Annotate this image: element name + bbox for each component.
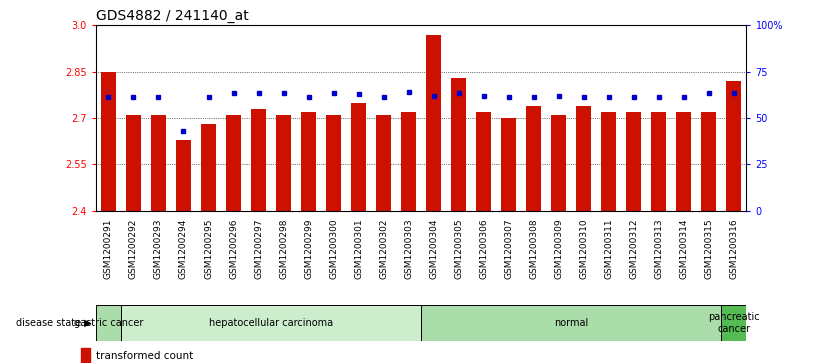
Text: disease state ▶: disease state ▶ <box>16 318 92 328</box>
Text: GDS4882 / 241140_at: GDS4882 / 241140_at <box>96 9 249 23</box>
Bar <box>81 348 90 363</box>
Text: GSM1200293: GSM1200293 <box>154 219 163 279</box>
Text: GSM1200296: GSM1200296 <box>229 219 238 279</box>
Text: pancreatic
cancer: pancreatic cancer <box>708 312 760 334</box>
Bar <box>626 112 641 211</box>
Bar <box>676 112 691 211</box>
Text: GSM1200312: GSM1200312 <box>630 219 638 279</box>
Bar <box>426 34 441 211</box>
Text: GSM1200310: GSM1200310 <box>580 219 588 280</box>
Bar <box>476 112 491 211</box>
Text: GSM1200308: GSM1200308 <box>530 219 538 280</box>
Bar <box>551 115 566 211</box>
Text: hepatocellular carcinoma: hepatocellular carcinoma <box>209 318 333 328</box>
Bar <box>121 305 421 341</box>
Text: GSM1200294: GSM1200294 <box>179 219 188 279</box>
Text: GSM1200316: GSM1200316 <box>730 219 738 280</box>
Bar <box>176 139 191 211</box>
Text: GSM1200303: GSM1200303 <box>404 219 413 280</box>
Text: GSM1200295: GSM1200295 <box>204 219 213 279</box>
Text: GSM1200297: GSM1200297 <box>254 219 263 279</box>
Bar <box>301 112 316 211</box>
Bar <box>151 115 166 211</box>
Bar <box>451 78 466 211</box>
Bar <box>126 115 141 211</box>
Bar <box>251 109 266 211</box>
Text: GSM1200304: GSM1200304 <box>430 219 438 279</box>
Bar <box>701 112 716 211</box>
Text: gastric cancer: gastric cancer <box>73 318 143 328</box>
Bar <box>326 115 341 211</box>
Bar <box>376 115 391 211</box>
Text: GSM1200292: GSM1200292 <box>129 219 138 279</box>
Bar <box>601 112 616 211</box>
Bar <box>276 115 291 211</box>
Bar <box>226 115 241 211</box>
Text: GSM1200291: GSM1200291 <box>104 219 113 279</box>
Bar <box>501 118 516 211</box>
Text: GSM1200311: GSM1200311 <box>605 219 613 280</box>
Text: GSM1200309: GSM1200309 <box>555 219 563 280</box>
Text: GSM1200305: GSM1200305 <box>455 219 463 280</box>
Text: GSM1200299: GSM1200299 <box>304 219 313 279</box>
Bar <box>576 106 591 211</box>
Text: transformed count: transformed count <box>96 351 193 361</box>
Bar <box>401 112 416 211</box>
Text: normal: normal <box>554 318 589 328</box>
Bar <box>726 81 741 211</box>
Text: GSM1200301: GSM1200301 <box>354 219 363 280</box>
Text: GSM1200314: GSM1200314 <box>680 219 688 279</box>
Bar <box>201 124 216 211</box>
Bar <box>421 305 721 341</box>
Bar <box>721 305 746 341</box>
Text: GSM1200300: GSM1200300 <box>329 219 338 280</box>
Bar <box>651 112 666 211</box>
Text: GSM1200307: GSM1200307 <box>505 219 513 280</box>
Bar <box>351 102 366 211</box>
Text: GSM1200306: GSM1200306 <box>480 219 488 280</box>
Text: GSM1200313: GSM1200313 <box>655 219 663 280</box>
Text: GSM1200315: GSM1200315 <box>705 219 713 280</box>
Bar <box>526 106 541 211</box>
Bar <box>96 305 121 341</box>
Text: GSM1200298: GSM1200298 <box>279 219 288 279</box>
Text: GSM1200302: GSM1200302 <box>379 219 388 279</box>
Bar <box>101 72 116 211</box>
